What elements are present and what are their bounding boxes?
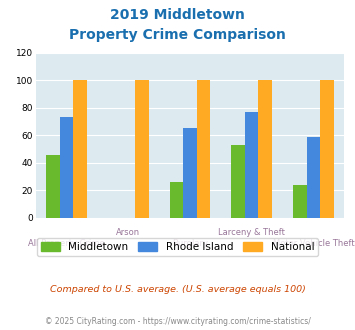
Bar bbox=[245, 112, 258, 218]
Bar bbox=[60, 117, 73, 218]
Text: Arson: Arson bbox=[116, 228, 140, 237]
Bar bbox=[135, 80, 148, 218]
Text: © 2025 CityRating.com - https://www.cityrating.com/crime-statistics/: © 2025 CityRating.com - https://www.city… bbox=[45, 317, 310, 326]
Text: 2019 Middletown: 2019 Middletown bbox=[110, 8, 245, 22]
Text: Motor Vehicle Theft: Motor Vehicle Theft bbox=[273, 239, 354, 248]
Text: All Property Crime: All Property Crime bbox=[28, 239, 105, 248]
Bar bbox=[320, 80, 334, 218]
Bar bbox=[197, 80, 210, 218]
Bar bbox=[231, 145, 245, 218]
Bar bbox=[258, 80, 272, 218]
Text: Compared to U.S. average. (U.S. average equals 100): Compared to U.S. average. (U.S. average … bbox=[50, 285, 305, 294]
Text: Property Crime Comparison: Property Crime Comparison bbox=[69, 28, 286, 42]
Text: Burglary: Burglary bbox=[172, 239, 208, 248]
Bar bbox=[73, 80, 87, 218]
Legend: Middletown, Rhode Island, National: Middletown, Rhode Island, National bbox=[37, 238, 318, 256]
Text: Larceny & Theft: Larceny & Theft bbox=[218, 228, 285, 237]
Bar bbox=[307, 137, 320, 218]
Bar bbox=[183, 128, 197, 218]
Bar bbox=[293, 185, 307, 218]
Bar bbox=[170, 182, 183, 218]
Bar bbox=[46, 154, 60, 218]
